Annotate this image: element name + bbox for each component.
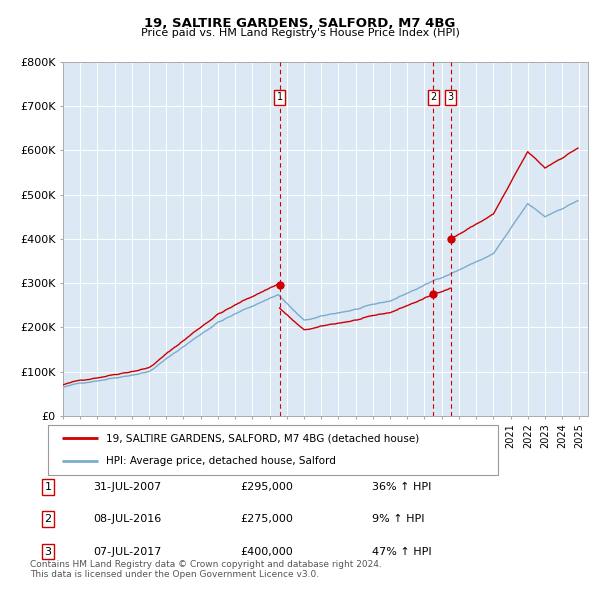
Text: 31-JUL-2007: 31-JUL-2007 xyxy=(93,482,161,491)
Text: HPI: Average price, detached house, Salford: HPI: Average price, detached house, Salf… xyxy=(107,457,337,467)
Text: 3: 3 xyxy=(44,547,52,556)
Text: 36% ↑ HPI: 36% ↑ HPI xyxy=(372,482,431,491)
Text: 9% ↑ HPI: 9% ↑ HPI xyxy=(372,514,425,524)
Text: 19, SALTIRE GARDENS, SALFORD, M7 4BG (detached house): 19, SALTIRE GARDENS, SALFORD, M7 4BG (de… xyxy=(107,433,420,443)
Text: £275,000: £275,000 xyxy=(240,514,293,524)
Text: Price paid vs. HM Land Registry's House Price Index (HPI): Price paid vs. HM Land Registry's House … xyxy=(140,28,460,38)
Text: 07-JUL-2017: 07-JUL-2017 xyxy=(93,547,161,556)
Text: £400,000: £400,000 xyxy=(240,547,293,556)
Text: 2: 2 xyxy=(44,514,52,524)
Text: 1: 1 xyxy=(277,93,283,102)
Text: 47% ↑ HPI: 47% ↑ HPI xyxy=(372,547,431,556)
Text: Contains HM Land Registry data © Crown copyright and database right 2024.
This d: Contains HM Land Registry data © Crown c… xyxy=(30,560,382,579)
Text: 1: 1 xyxy=(44,482,52,491)
Text: 08-JUL-2016: 08-JUL-2016 xyxy=(93,514,161,524)
Text: 2: 2 xyxy=(430,93,437,102)
Text: 3: 3 xyxy=(448,93,454,102)
Text: 19, SALTIRE GARDENS, SALFORD, M7 4BG: 19, SALTIRE GARDENS, SALFORD, M7 4BG xyxy=(145,17,455,30)
Text: £295,000: £295,000 xyxy=(240,482,293,491)
